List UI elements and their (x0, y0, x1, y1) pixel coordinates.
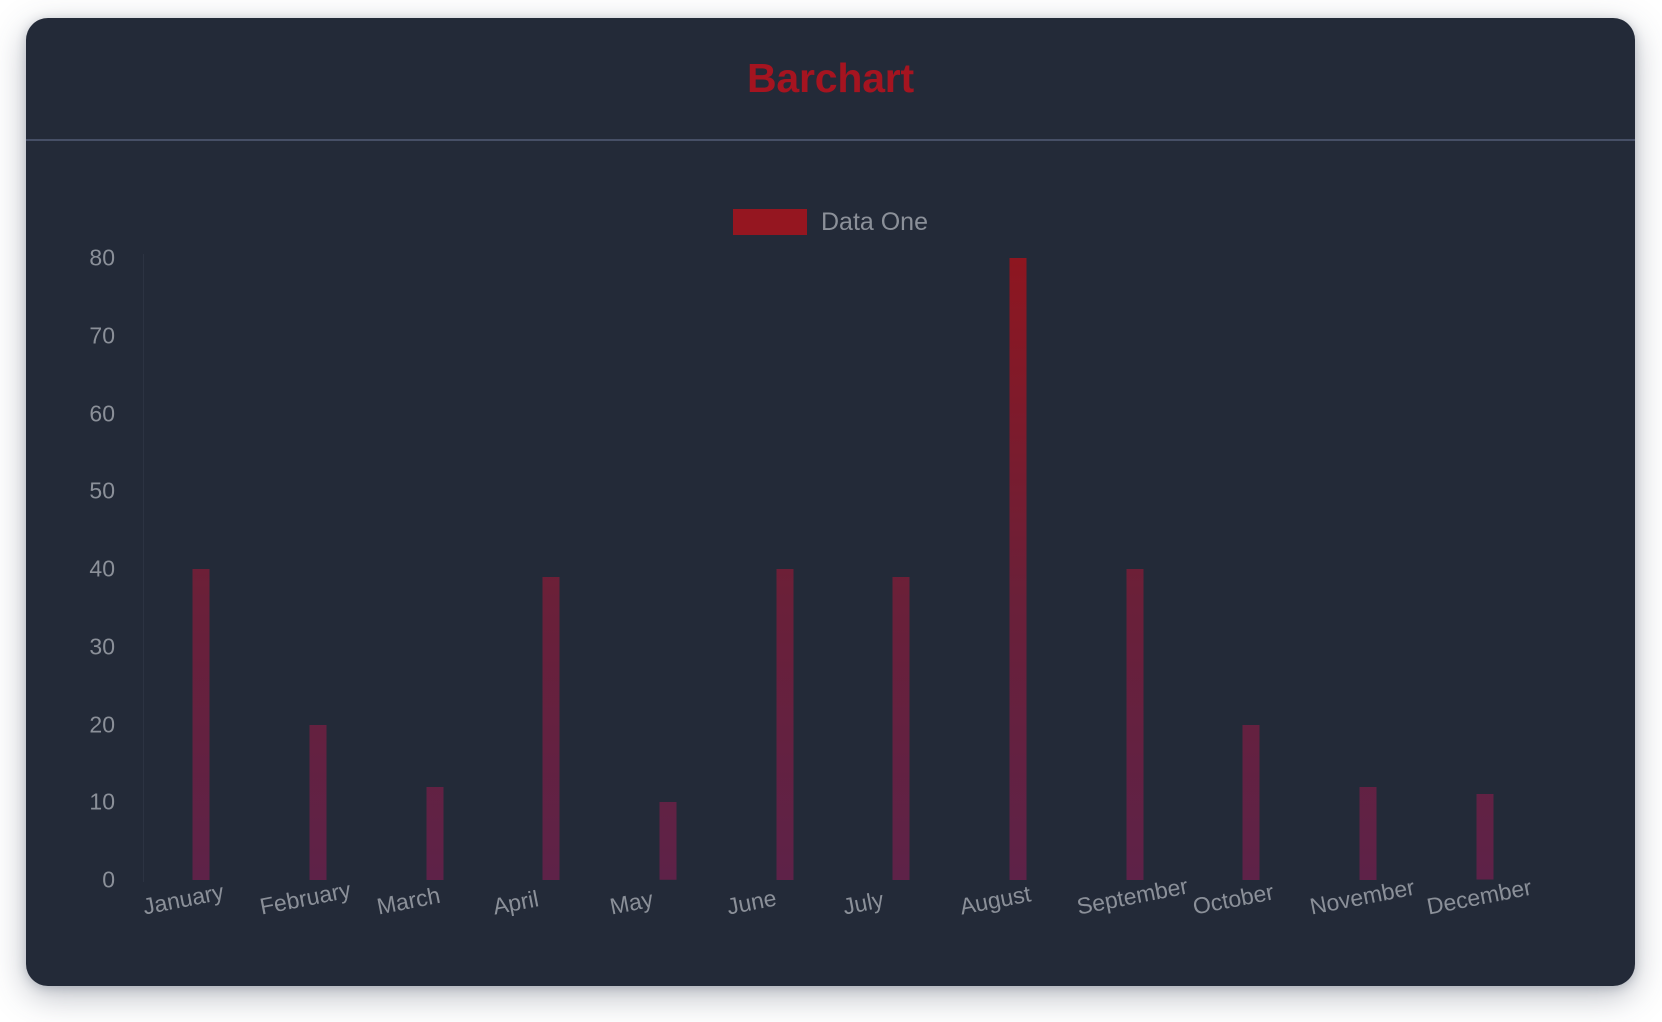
bar-slot (1076, 258, 1193, 880)
bar[interactable] (1359, 786, 1377, 880)
y-axis-tick-label: 10 (89, 788, 115, 815)
bar-slot (843, 258, 960, 880)
header-divider (26, 139, 1635, 141)
y-axis-tick-label: 70 (89, 322, 115, 349)
x-axis-tick-label: November (1307, 873, 1417, 920)
y-axis-tick-label: 60 (89, 400, 115, 426)
bars-group (143, 258, 1543, 880)
bar-slot (1310, 258, 1427, 880)
page-title: Barchart (746, 55, 915, 101)
x-axis-tick-label: June (724, 884, 779, 920)
bar[interactable] (309, 724, 327, 880)
bar-slot (143, 258, 260, 880)
y-axis-tick-label: 80 (89, 244, 115, 271)
bar-slot (260, 258, 377, 880)
x-axis-tick-label: April (490, 885, 542, 920)
y-axis-tick-label: 50 (89, 477, 115, 504)
bar-slot (1193, 258, 1310, 880)
x-axis-tick-label: May (607, 885, 656, 920)
x-axis-tick-label: December (1424, 873, 1534, 920)
x-axis-tick-label: October (1190, 878, 1277, 920)
bar[interactable] (1009, 258, 1027, 880)
chart-body: Data One 0 10 20 30 40 50 60 70 80 January Februa… (26, 141, 1635, 986)
bar[interactable] (659, 802, 677, 880)
bar[interactable] (892, 576, 910, 880)
x-axis-tick-label: August (957, 880, 1033, 920)
x-axis-tick-label: January (140, 878, 227, 920)
bar-slot (726, 258, 843, 880)
bar[interactable] (1476, 794, 1494, 880)
bar-slot (610, 258, 727, 880)
x-axis-tick-label: September (1074, 872, 1190, 920)
y-axis-tick-label: 40 (89, 555, 115, 582)
chart-legend: Data One (26, 209, 1635, 235)
bar-slot (493, 258, 610, 880)
x-axis-tick-label: February (257, 876, 353, 920)
bar[interactable] (542, 576, 560, 880)
legend-label[interactable]: Data One (820, 207, 928, 236)
bar[interactable] (1242, 724, 1260, 880)
barchart-card: Barchart Data One 0 10 20 30 40 50 60 70 80 Janu… (26, 18, 1635, 986)
bar[interactable] (192, 569, 210, 880)
y-axis-tick-label: 20 (89, 711, 115, 737)
bar[interactable] (1126, 569, 1144, 880)
bar[interactable] (776, 569, 794, 880)
card-header: Barchart (26, 18, 1635, 139)
y-axis-tick-label: 0 (102, 866, 115, 893)
bar[interactable] (426, 786, 444, 880)
y-axis-ticks: 0 10 20 30 40 50 60 70 80 (26, 141, 143, 986)
x-axis-tick-label: March (374, 881, 442, 920)
bar-slot (960, 258, 1077, 880)
bar-slot (1426, 258, 1543, 880)
y-axis-tick-label: 30 (89, 633, 115, 660)
y-axis-line (143, 254, 144, 882)
x-axis-tick-label: July (840, 886, 887, 920)
x-axis-ticks: January February March April May June July Augu… (140, 873, 1543, 986)
bar-slot (376, 258, 493, 880)
legend-swatch (732, 209, 807, 235)
